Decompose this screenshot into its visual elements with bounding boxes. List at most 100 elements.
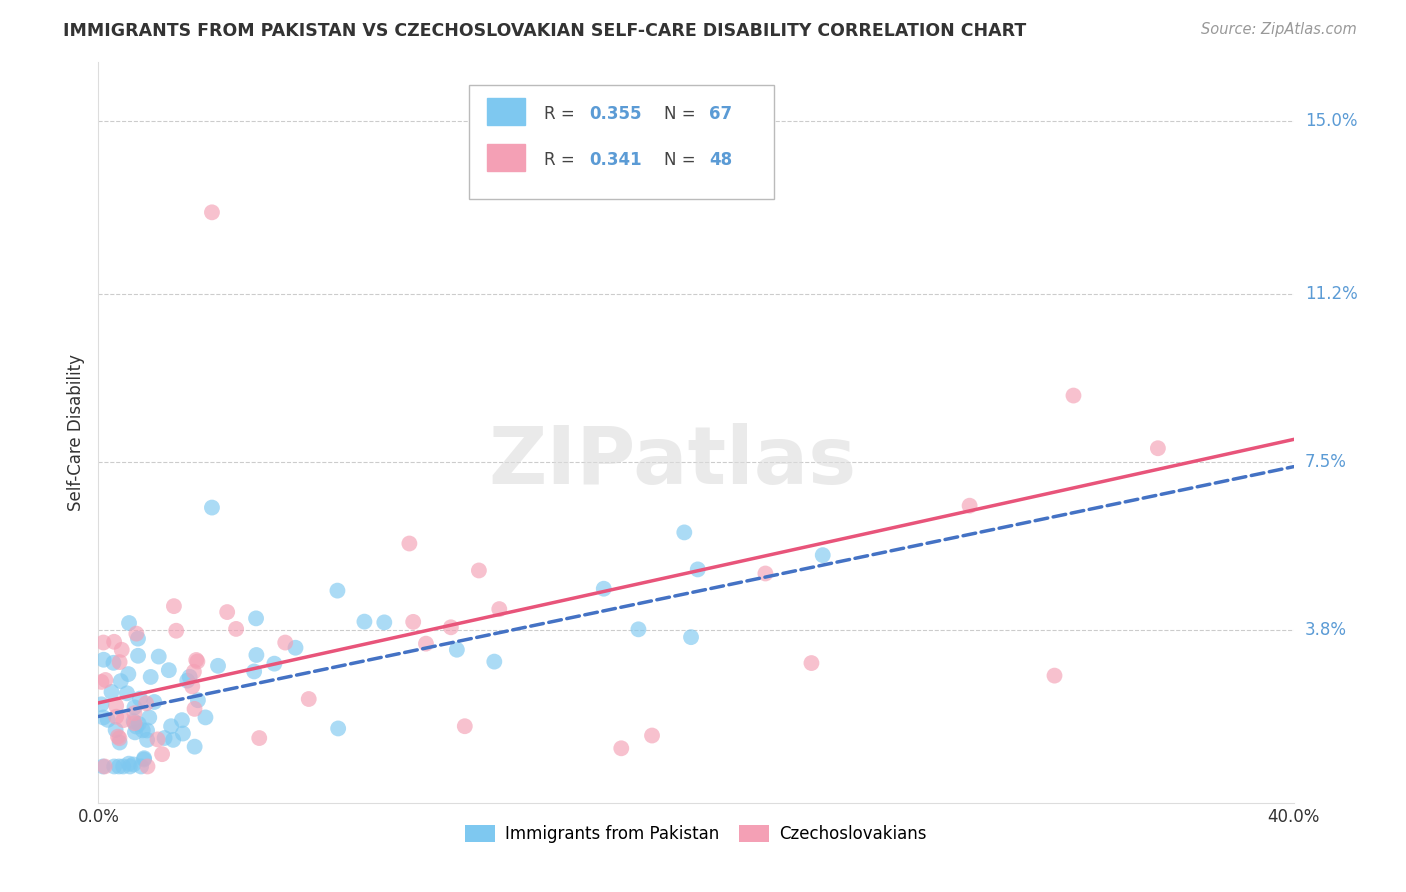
Point bbox=[112, 713, 135, 727]
Point bbox=[263, 657, 285, 671]
Point bbox=[284, 640, 307, 655]
Point bbox=[243, 665, 266, 679]
Point bbox=[181, 680, 204, 694]
Text: R =: R = bbox=[544, 105, 581, 123]
Point bbox=[186, 653, 208, 667]
Point bbox=[673, 525, 696, 540]
Point bbox=[641, 729, 664, 743]
Point bbox=[108, 731, 131, 746]
Text: 67: 67 bbox=[709, 105, 733, 123]
Point bbox=[124, 716, 146, 731]
Point bbox=[104, 723, 127, 737]
Point bbox=[148, 649, 170, 664]
Point bbox=[446, 642, 468, 657]
Point bbox=[128, 717, 150, 731]
Point bbox=[162, 732, 184, 747]
Point bbox=[1062, 388, 1084, 402]
Point bbox=[134, 751, 156, 765]
Text: 15.0%: 15.0% bbox=[1305, 112, 1357, 130]
Point bbox=[1043, 668, 1066, 682]
Point bbox=[754, 566, 776, 581]
Legend: Immigrants from Pakistan, Czechoslovakians: Immigrants from Pakistan, Czechoslovakia… bbox=[458, 819, 934, 850]
Point bbox=[179, 670, 201, 684]
Point bbox=[172, 726, 194, 740]
Point bbox=[108, 735, 131, 749]
Point bbox=[110, 674, 132, 689]
Point bbox=[679, 630, 702, 644]
Point bbox=[247, 731, 270, 745]
Point bbox=[150, 747, 173, 761]
Point bbox=[183, 665, 205, 679]
Point bbox=[245, 648, 267, 662]
Point bbox=[186, 655, 208, 669]
Point bbox=[100, 685, 122, 699]
Point bbox=[118, 615, 141, 630]
Point bbox=[125, 720, 148, 734]
Point bbox=[245, 611, 267, 625]
Point bbox=[103, 656, 125, 670]
Point bbox=[136, 759, 159, 773]
Point bbox=[138, 710, 160, 724]
Point bbox=[105, 710, 128, 724]
Point bbox=[118, 756, 141, 771]
Point bbox=[373, 615, 395, 630]
Point bbox=[117, 667, 139, 681]
Point bbox=[93, 759, 115, 773]
Point bbox=[1147, 442, 1170, 456]
Point bbox=[115, 686, 138, 700]
Text: 11.2%: 11.2% bbox=[1305, 285, 1357, 303]
Point bbox=[326, 583, 349, 598]
Point bbox=[484, 655, 506, 669]
Point bbox=[124, 700, 146, 714]
Point bbox=[402, 615, 425, 629]
Point bbox=[440, 620, 463, 634]
Point bbox=[103, 635, 125, 649]
Point bbox=[108, 655, 131, 669]
Point bbox=[468, 564, 491, 578]
Point bbox=[201, 205, 224, 219]
Point bbox=[139, 670, 162, 684]
Point bbox=[136, 723, 159, 738]
Point bbox=[225, 622, 247, 636]
Point bbox=[959, 499, 981, 513]
Point bbox=[610, 741, 633, 756]
Point bbox=[90, 674, 112, 689]
Point bbox=[163, 599, 186, 614]
Point bbox=[124, 706, 146, 721]
Point bbox=[153, 731, 176, 745]
Point bbox=[143, 695, 166, 709]
Text: N =: N = bbox=[664, 151, 700, 169]
Text: ZIPatlas: ZIPatlas bbox=[488, 423, 856, 501]
Point bbox=[157, 663, 180, 677]
Point bbox=[592, 582, 614, 596]
Point bbox=[136, 732, 159, 747]
Point bbox=[108, 759, 131, 773]
Text: 48: 48 bbox=[709, 151, 733, 169]
Text: R =: R = bbox=[544, 151, 581, 169]
Bar bbox=[486, 98, 524, 126]
Point bbox=[122, 757, 145, 772]
Point bbox=[124, 725, 146, 739]
Point bbox=[128, 691, 150, 706]
Point bbox=[127, 632, 149, 646]
Point bbox=[274, 635, 297, 649]
Point bbox=[217, 605, 239, 619]
Text: 3.8%: 3.8% bbox=[1305, 621, 1347, 640]
Point bbox=[93, 653, 115, 667]
Point bbox=[132, 723, 155, 738]
Point bbox=[207, 658, 229, 673]
Point bbox=[415, 637, 437, 651]
Point bbox=[93, 635, 115, 649]
FancyBboxPatch shape bbox=[470, 85, 773, 200]
Point bbox=[353, 615, 375, 629]
Point bbox=[103, 759, 125, 773]
Point bbox=[125, 626, 148, 640]
Point bbox=[91, 759, 114, 773]
Point bbox=[97, 713, 120, 727]
Point bbox=[811, 548, 834, 562]
Point bbox=[201, 500, 224, 515]
Text: IMMIGRANTS FROM PAKISTAN VS CZECHOSLOVAKIAN SELF-CARE DISABILITY CORRELATION CHA: IMMIGRANTS FROM PAKISTAN VS CZECHOSLOVAK… bbox=[63, 22, 1026, 40]
Point bbox=[170, 713, 193, 727]
Point bbox=[686, 562, 709, 576]
Point bbox=[627, 623, 650, 637]
